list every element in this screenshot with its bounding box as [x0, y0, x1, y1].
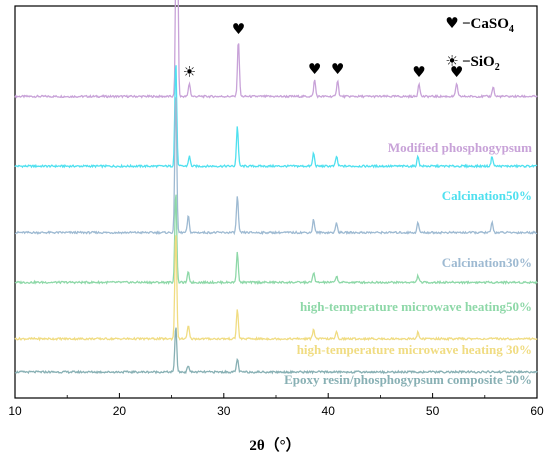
series-label-5: Epoxy resin/phosphogypsum composite 50% [284, 372, 532, 387]
legend-entry-1: −SiO2 [462, 54, 500, 73]
series-line-0 [14, 0, 538, 99]
series-label-2: Calcination30% [442, 255, 532, 270]
series-layer [14, 0, 538, 375]
x-axis: 10 20 30 40 50 60 [8, 393, 544, 418]
series-line-5 [14, 327, 538, 375]
x-tick-label: 60 [530, 404, 544, 418]
x-tick-label: 50 [426, 404, 440, 418]
series-label-1: Calcination50% [442, 188, 532, 203]
legend: ♥ −CaSO4☀ −SiO2 [445, 14, 514, 73]
peak-marker-layer: ♥☀♥♥♥♥♥ [183, 20, 464, 81]
legend-entry-0: −CaSO4 [462, 16, 514, 35]
series-line-1 [14, 65, 538, 169]
series-label-layer: Modified phosphogypsum Calcination50% Calc… [284, 140, 532, 387]
heart-icon: ♥ [450, 63, 463, 81]
x-tick-label: 20 [113, 404, 127, 418]
heart-icon: ♥ [412, 63, 425, 81]
x-tick-label: 40 [322, 404, 336, 418]
x-axis-title: 2θ（°） [249, 436, 300, 454]
x-tick-label: 10 [8, 404, 22, 418]
sun-icon: ☀ [445, 52, 458, 70]
series-label-4: high-temperature microwave heating 30% [297, 342, 532, 357]
series-label-3: high-temperature microwave heating50% [300, 299, 532, 314]
x-tick-label: 30 [217, 404, 231, 418]
series-line-2 [14, 97, 538, 236]
heart-icon: ♥ [308, 60, 321, 78]
series-label-0: Modified phosphogypsum [388, 140, 532, 155]
heart-icon: ♥ [445, 14, 458, 32]
sun-icon: ☀ [183, 63, 196, 81]
series-line-4 [14, 235, 538, 342]
heart-icon: ♥ [331, 60, 344, 78]
series-line-3 [14, 194, 538, 285]
heart-icon: ♥ [232, 20, 245, 38]
